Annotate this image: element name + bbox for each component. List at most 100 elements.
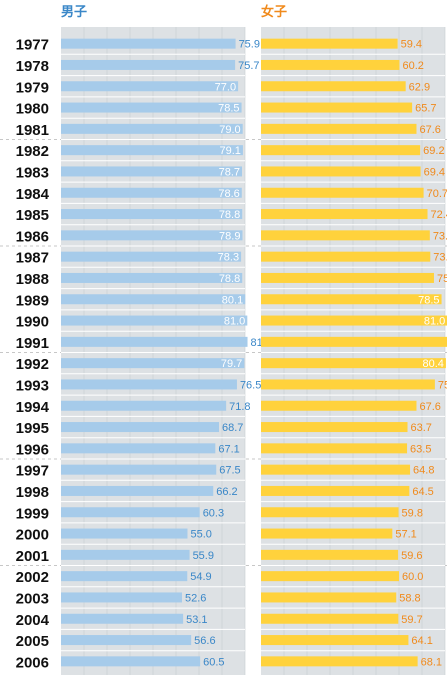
bar-female-1984 <box>261 187 424 198</box>
bar-male-1994 <box>61 400 227 411</box>
bar-female-1982 <box>261 145 421 156</box>
bar-female-2001 <box>261 549 399 560</box>
bar-male-1980 <box>61 102 242 113</box>
year-label-1994: 1994 <box>16 399 50 416</box>
bar-male-1995 <box>61 422 220 433</box>
value-label: 64.5 <box>412 486 433 498</box>
value-label: 59.7 <box>401 614 422 626</box>
bar-male-1988 <box>61 272 243 283</box>
value-label: 59.6 <box>401 550 422 562</box>
value-label: 78.6 <box>218 188 239 200</box>
year-label-1980: 1980 <box>16 101 49 118</box>
value-label: 73.6 <box>433 252 447 264</box>
value-label: 79.0 <box>219 124 240 136</box>
bar-male-1993 <box>61 379 237 390</box>
value-label: 75.6 <box>438 379 447 391</box>
bar-female-1995 <box>261 422 408 433</box>
bar-female-1993 <box>261 379 435 390</box>
bar-male-1979 <box>61 81 239 92</box>
year-label-1989: 1989 <box>16 292 49 309</box>
bar-female-2000 <box>261 528 393 539</box>
bar-male-1998 <box>61 485 214 496</box>
value-label: 64.1 <box>411 635 432 647</box>
bar-female-1996 <box>261 443 408 454</box>
value-label: 70.7 <box>427 188 447 200</box>
bar-female-1979 <box>261 81 406 92</box>
bar-female-1991 <box>261 336 447 347</box>
value-label: 59.4 <box>401 39 422 51</box>
bar-male-1997 <box>61 464 217 475</box>
value-label: 75.7 <box>238 60 259 72</box>
bar-male-1990 <box>61 315 248 326</box>
value-label: 60.3 <box>203 507 224 519</box>
year-label-1999: 1999 <box>16 505 49 522</box>
value-label: 81.0 <box>424 316 445 328</box>
year-label-1979: 1979 <box>16 79 49 96</box>
bar-female-2006 <box>261 656 418 667</box>
bar-female-1977 <box>261 38 398 49</box>
bar-female-1987 <box>261 251 431 262</box>
bar-male-1981 <box>61 123 243 134</box>
bar-female-2003 <box>261 592 397 603</box>
bar-female-1981 <box>261 123 417 134</box>
value-label: 78.5 <box>218 103 239 115</box>
year-label-1995: 1995 <box>16 420 49 437</box>
value-label: 66.2 <box>216 486 237 498</box>
year-label-1986: 1986 <box>16 228 49 245</box>
value-label: 71.8 <box>229 401 250 413</box>
bar-female-1998 <box>261 485 410 496</box>
value-label: 67.6 <box>419 124 440 136</box>
value-label: 63.5 <box>410 443 431 455</box>
year-label-1988: 1988 <box>16 271 49 288</box>
year-label-2004: 2004 <box>16 612 50 629</box>
bar-male-1983 <box>61 166 243 177</box>
value-label: 57.1 <box>395 529 416 541</box>
year-label-1983: 1983 <box>16 164 49 181</box>
value-label: 62.9 <box>409 81 430 93</box>
value-label: 79.1 <box>220 145 241 157</box>
year-label-1996: 1996 <box>16 441 49 458</box>
bar-male-1982 <box>61 145 243 156</box>
value-label: 58.8 <box>399 592 420 604</box>
bar-male-1999 <box>61 507 200 518</box>
value-label: 69.4 <box>424 166 445 178</box>
value-label: 59.8 <box>402 507 423 519</box>
bar-male-2002 <box>61 571 188 582</box>
bar-male-1978 <box>61 59 236 70</box>
year-label-1977: 1977 <box>16 37 49 54</box>
bar-male-2000 <box>61 528 188 539</box>
year-label-1992: 1992 <box>16 356 49 373</box>
value-label: 67.1 <box>218 443 239 455</box>
bar-male-1991 <box>61 336 248 347</box>
value-label: 78.9 <box>219 230 240 242</box>
bar-male-2004 <box>61 613 184 624</box>
value-label: 55.9 <box>193 550 214 562</box>
value-label: 65.7 <box>415 103 436 115</box>
bar-male-2001 <box>61 549 190 560</box>
value-label: 79.7 <box>221 358 242 370</box>
year-label-1997: 1997 <box>16 463 49 480</box>
value-label: 72.4 <box>431 209 447 221</box>
bar-male-1992 <box>61 358 245 369</box>
bar-female-1994 <box>261 400 417 411</box>
year-label-1991: 1991 <box>16 335 49 352</box>
value-label: 78.8 <box>219 209 240 221</box>
value-label: 77.0 <box>215 81 236 93</box>
value-label: 53.1 <box>186 614 207 626</box>
year-label-2002: 2002 <box>16 569 49 586</box>
value-label: 63.7 <box>411 422 432 434</box>
bar-male-2003 <box>61 592 182 603</box>
bar-male-1987 <box>61 251 242 262</box>
year-label-1987: 1987 <box>16 250 49 267</box>
bar-female-2002 <box>261 571 399 582</box>
year-label-2000: 2000 <box>16 527 49 544</box>
bar-male-1984 <box>61 187 242 198</box>
year-label-1981: 1981 <box>16 122 49 139</box>
year-label-1993: 1993 <box>16 377 49 394</box>
value-label: 67.5 <box>219 465 240 477</box>
value-label: 78.3 <box>218 252 239 264</box>
year-label-1990: 1990 <box>16 314 49 331</box>
year-label-1978: 1978 <box>16 58 49 75</box>
bar-male-1996 <box>61 443 216 454</box>
